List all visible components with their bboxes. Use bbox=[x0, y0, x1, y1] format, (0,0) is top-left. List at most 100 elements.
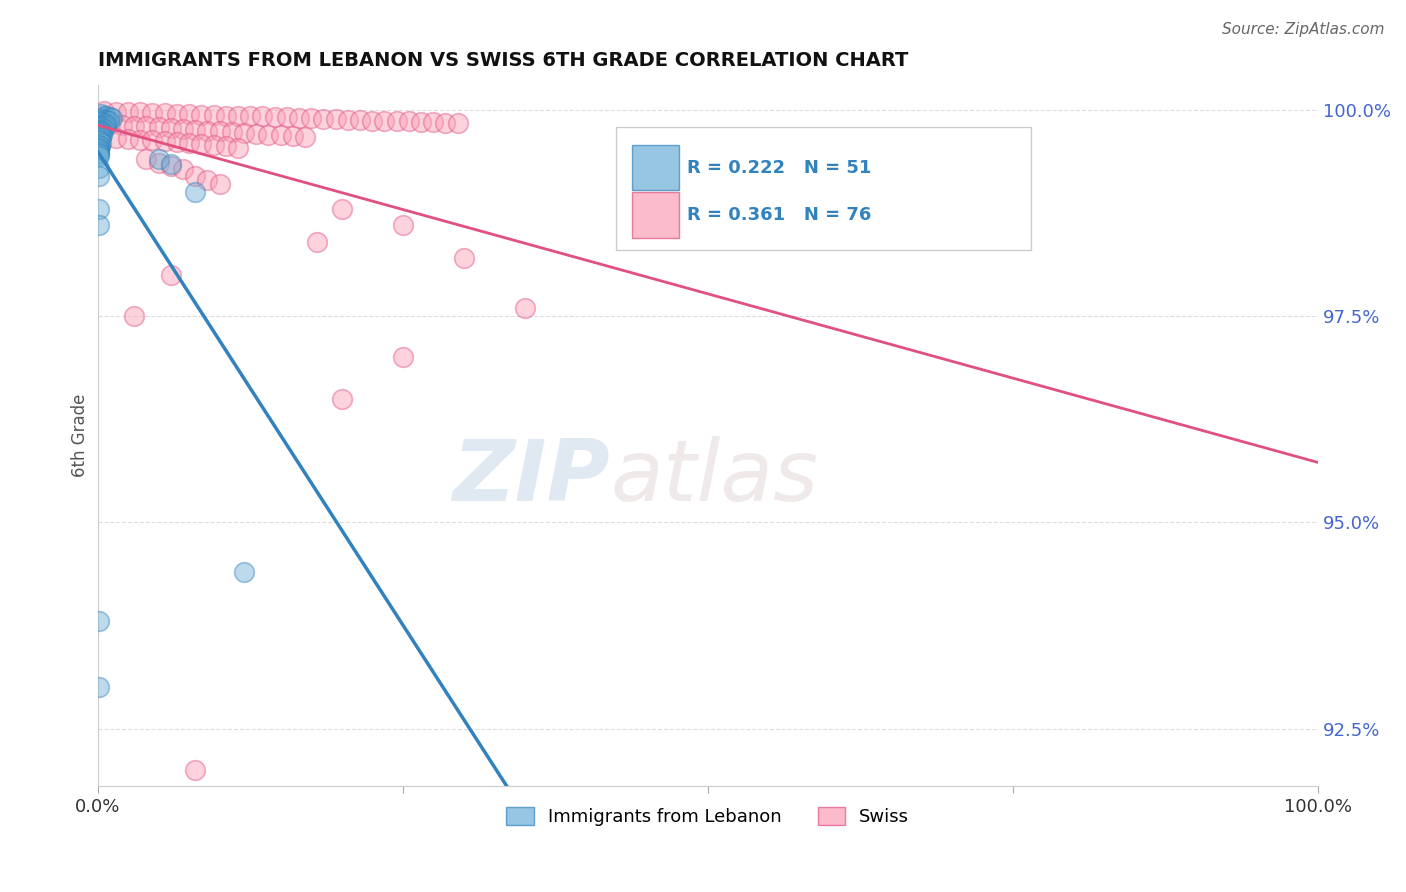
Point bbox=[513, 301, 536, 315]
Point bbox=[94, 110, 117, 124]
Point bbox=[179, 136, 201, 150]
Point bbox=[93, 121, 115, 136]
Point bbox=[330, 392, 353, 406]
Text: Source: ZipAtlas.com: Source: ZipAtlas.com bbox=[1222, 22, 1385, 37]
Point bbox=[93, 109, 115, 123]
Point bbox=[122, 119, 145, 133]
Point bbox=[233, 126, 256, 140]
Point bbox=[90, 125, 112, 139]
Point bbox=[221, 125, 243, 139]
Point bbox=[87, 143, 110, 157]
Point bbox=[87, 681, 110, 695]
Point bbox=[391, 219, 413, 233]
Point bbox=[94, 112, 117, 127]
Point bbox=[87, 615, 110, 629]
Point bbox=[91, 112, 114, 126]
Point bbox=[312, 112, 335, 126]
Point bbox=[148, 120, 170, 135]
Point bbox=[239, 110, 262, 124]
Point bbox=[184, 122, 207, 136]
Point bbox=[87, 128, 110, 143]
Point bbox=[89, 129, 111, 144]
Point bbox=[208, 177, 231, 191]
Point bbox=[148, 153, 170, 167]
Point bbox=[245, 127, 267, 141]
Point bbox=[184, 186, 207, 200]
Point bbox=[97, 114, 120, 128]
Point bbox=[87, 121, 110, 136]
FancyBboxPatch shape bbox=[633, 145, 679, 190]
Point bbox=[166, 135, 188, 149]
Point bbox=[129, 105, 152, 120]
Point bbox=[87, 131, 110, 145]
Point bbox=[349, 112, 371, 127]
Point bbox=[89, 113, 111, 128]
Point bbox=[307, 235, 329, 249]
Point bbox=[111, 118, 134, 132]
Point bbox=[391, 351, 413, 365]
Point bbox=[129, 132, 152, 146]
Point bbox=[87, 169, 110, 183]
Point bbox=[135, 153, 157, 167]
Point bbox=[172, 162, 194, 177]
Point bbox=[94, 119, 117, 133]
Point bbox=[398, 114, 420, 128]
Point bbox=[98, 111, 121, 125]
Point bbox=[422, 115, 444, 129]
Point bbox=[159, 121, 181, 136]
Point bbox=[87, 219, 110, 233]
Point bbox=[98, 117, 121, 131]
Text: R = 0.361   N = 76: R = 0.361 N = 76 bbox=[688, 206, 872, 224]
Point bbox=[117, 105, 139, 120]
Point bbox=[101, 111, 124, 125]
Point bbox=[141, 106, 163, 120]
Point bbox=[226, 141, 249, 155]
Point bbox=[197, 123, 219, 137]
Y-axis label: 6th Grade: 6th Grade bbox=[72, 394, 89, 477]
Point bbox=[89, 139, 111, 153]
Point bbox=[434, 116, 457, 130]
Point bbox=[373, 113, 395, 128]
Point bbox=[87, 124, 110, 138]
Text: R = 0.222   N = 51: R = 0.222 N = 51 bbox=[688, 159, 872, 177]
Point bbox=[91, 123, 114, 137]
Point bbox=[159, 268, 181, 282]
Point bbox=[257, 128, 280, 142]
Point bbox=[87, 161, 110, 175]
Point bbox=[90, 130, 112, 145]
Point bbox=[233, 565, 256, 579]
Point bbox=[87, 149, 110, 163]
Point bbox=[87, 137, 110, 152]
Point bbox=[409, 115, 432, 129]
Point bbox=[184, 169, 207, 183]
FancyBboxPatch shape bbox=[616, 128, 1032, 250]
Point bbox=[89, 132, 111, 146]
Text: IMMIGRANTS FROM LEBANON VS SWISS 6TH GRADE CORRELATION CHART: IMMIGRANTS FROM LEBANON VS SWISS 6TH GRA… bbox=[97, 51, 908, 70]
Point bbox=[135, 120, 157, 134]
Point bbox=[281, 129, 304, 144]
Point bbox=[270, 128, 292, 143]
Point bbox=[153, 106, 176, 120]
Point bbox=[87, 141, 110, 155]
Point bbox=[94, 117, 117, 131]
Point bbox=[122, 309, 145, 323]
Point bbox=[159, 156, 181, 170]
Point bbox=[336, 112, 359, 127]
Point bbox=[202, 108, 225, 122]
Point bbox=[93, 116, 115, 130]
Point bbox=[96, 113, 118, 128]
Point bbox=[89, 126, 111, 140]
Point bbox=[90, 136, 112, 150]
Point bbox=[90, 120, 112, 135]
Point bbox=[299, 111, 322, 125]
Point bbox=[90, 115, 112, 129]
Point bbox=[104, 104, 127, 119]
Point bbox=[90, 107, 112, 121]
Legend: Immigrants from Lebanon, Swiss: Immigrants from Lebanon, Swiss bbox=[499, 800, 917, 833]
Text: atlas: atlas bbox=[610, 436, 818, 519]
Point bbox=[91, 118, 114, 132]
Point bbox=[446, 116, 468, 130]
Point bbox=[87, 202, 110, 216]
Point bbox=[87, 145, 110, 160]
Point bbox=[252, 110, 274, 124]
